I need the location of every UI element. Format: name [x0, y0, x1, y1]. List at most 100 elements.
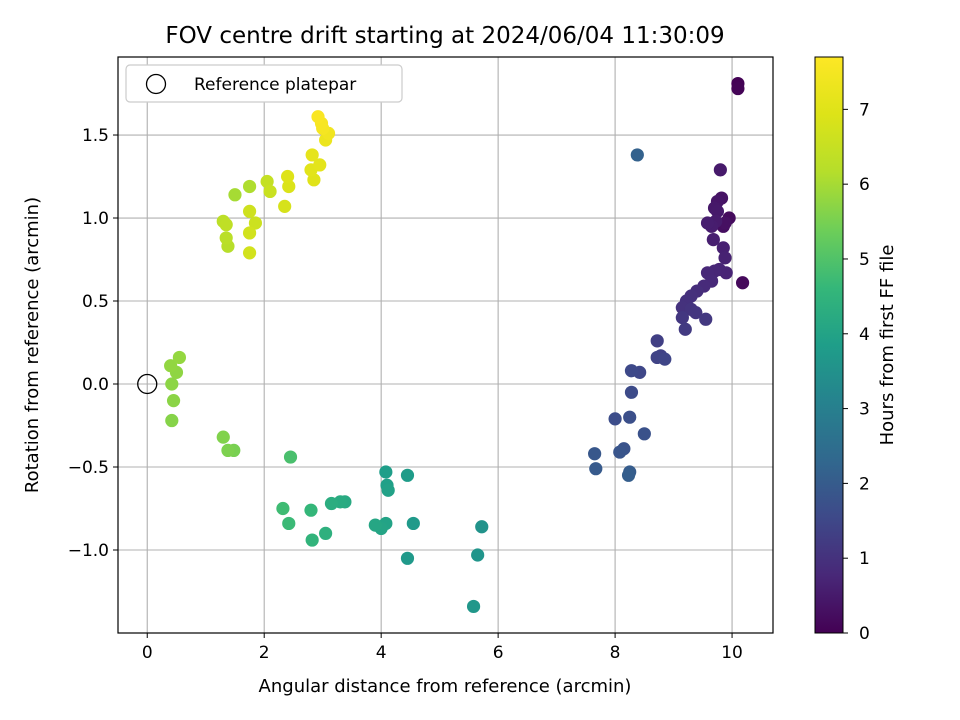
data-point — [307, 173, 321, 187]
x-tick-label: 6 — [493, 643, 504, 663]
x-tick-label: 8 — [610, 643, 621, 663]
data-point — [242, 226, 257, 240]
colorbar-tick-label: 2 — [859, 474, 870, 494]
data-point — [165, 377, 179, 391]
data-point — [406, 516, 420, 531]
data-point — [621, 468, 636, 482]
colorbar-tick-label: 5 — [859, 250, 870, 270]
colorbar-tick-label: 3 — [859, 400, 870, 420]
colorbar-gradient — [814, 56, 844, 634]
data-point — [379, 465, 393, 479]
data-point — [305, 533, 319, 547]
data-point — [368, 518, 382, 532]
data-point — [242, 204, 257, 218]
data-point — [276, 501, 290, 516]
data-point — [282, 516, 296, 531]
data-point — [305, 148, 319, 162]
data-point — [248, 216, 263, 230]
data-point — [713, 163, 727, 177]
data-point — [699, 312, 713, 326]
data-point — [650, 334, 664, 348]
data-point — [221, 443, 235, 458]
data-point — [471, 548, 485, 562]
data-point — [624, 364, 639, 378]
y-tick-label: −0.5 — [68, 458, 109, 478]
data-point — [658, 352, 672, 366]
x-axis-label: Angular distance from reference (arcmin) — [259, 676, 632, 697]
data-point — [242, 246, 257, 260]
data-point — [613, 445, 627, 459]
data-point — [588, 447, 602, 461]
legend-label: Reference platepar — [194, 75, 356, 95]
data-point — [381, 483, 395, 497]
data-point — [731, 81, 745, 96]
data-points — [164, 76, 750, 614]
data-point — [630, 148, 644, 162]
data-point — [172, 350, 187, 365]
colorbar-tick-label: 6 — [859, 175, 870, 195]
data-point — [624, 385, 639, 399]
data-point — [260, 174, 274, 189]
data-point — [718, 251, 732, 265]
data-point — [475, 520, 489, 534]
data-point — [466, 599, 481, 614]
data-point — [589, 462, 603, 476]
data-point — [716, 241, 730, 255]
data-point — [280, 169, 295, 184]
grid-lines — [118, 57, 773, 633]
legend-reference-icon — [145, 73, 167, 95]
x-axis-ticks: 0 2 4 6 8 10 — [142, 633, 743, 663]
data-point — [689, 306, 703, 320]
data-point — [228, 188, 242, 202]
data-point — [219, 231, 233, 245]
reference-platepar-marker — [137, 373, 158, 395]
data-point — [216, 430, 230, 444]
data-point — [313, 158, 327, 172]
data-point — [735, 276, 750, 290]
colorbar-tick-label: 4 — [859, 325, 870, 345]
colorbar: 0 1 2 3 4 5 6 7 Hours from first FF file — [814, 56, 898, 644]
data-point — [311, 110, 325, 124]
data-point — [263, 184, 277, 199]
y-axis-label: Rotation from reference (arcmin) — [22, 197, 43, 493]
data-point — [706, 232, 720, 247]
colorbar-tick-label: 1 — [859, 549, 870, 569]
x-tick-label: 0 — [142, 643, 153, 663]
data-point — [166, 394, 181, 408]
data-point — [304, 503, 318, 517]
data-point — [400, 551, 415, 565]
y-tick-label: 1.5 — [82, 126, 109, 146]
data-point — [675, 311, 689, 325]
y-tick-label: 0.5 — [82, 292, 109, 312]
colorbar-tick-label: 7 — [859, 100, 870, 120]
data-point — [710, 204, 725, 218]
legend-box — [125, 64, 403, 103]
data-point — [164, 359, 178, 373]
data-point — [700, 216, 715, 230]
data-point — [165, 413, 179, 428]
data-point — [219, 218, 233, 232]
legend: Reference platepar — [125, 64, 403, 103]
y-tick-label: 1.0 — [82, 209, 109, 229]
data-point — [278, 199, 292, 213]
data-point — [242, 179, 257, 194]
data-point — [283, 450, 298, 464]
y-axis-ticks: −1.0 −0.5 0.0 0.5 1.0 1.5 — [68, 126, 118, 561]
chart-title: FOV centre drift starting at 2024/06/04 … — [165, 23, 724, 49]
data-point — [678, 322, 692, 336]
data-point — [623, 410, 637, 424]
data-point — [324, 496, 339, 511]
colorbar-ticks: 0 1 2 3 4 5 6 7 — [843, 100, 870, 644]
data-point — [608, 412, 622, 426]
x-tick-label: 4 — [376, 643, 387, 663]
y-tick-label: 0.0 — [82, 375, 109, 395]
y-tick-label: −1.0 — [68, 541, 109, 561]
data-point — [319, 526, 333, 541]
x-tick-label: 10 — [721, 643, 743, 663]
colorbar-tick-label: 0 — [859, 624, 870, 644]
colorbar-label: Hours from first FF file — [877, 245, 898, 446]
data-point — [637, 427, 651, 441]
data-point — [282, 179, 296, 194]
data-point — [400, 468, 415, 482]
